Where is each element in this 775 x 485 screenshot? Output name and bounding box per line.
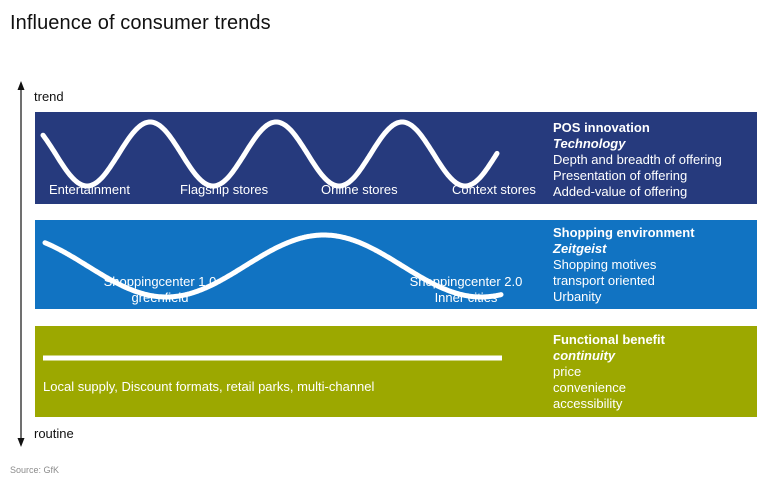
- arrow-down-icon: [17, 438, 25, 447]
- wave-low-frequency: [42, 232, 504, 300]
- label-line: Inner cities: [434, 290, 498, 305]
- side-item: Depth and breadth of offering: [553, 152, 722, 167]
- side-subheading: continuity: [553, 348, 616, 363]
- side-item: price: [553, 364, 582, 379]
- side-text-pos-innovation: POS innovation Technology Depth and brea…: [553, 120, 722, 200]
- band-shopping-environment: Shoppingcenter 1.0 greenfield Shoppingce…: [35, 220, 757, 309]
- side-text-shopping-environment: Shopping environment Zeitgeist Shopping …: [553, 225, 695, 305]
- flat-line: [43, 355, 502, 361]
- side-heading: POS innovation: [553, 120, 650, 135]
- side-item: Added-value of offering: [553, 184, 688, 199]
- side-subheading: Zeitgeist: [553, 241, 607, 256]
- wave-label-shoppingcenter-2: Shoppingcenter 2.0 Inner cities: [401, 274, 531, 306]
- side-item: convenience: [553, 380, 626, 395]
- band-pos-innovation: Entertainment Flagship stores Online sto…: [35, 112, 757, 204]
- wave-label-flagship-stores: Flagship stores: [180, 182, 269, 197]
- wave-high-frequency: [40, 119, 500, 189]
- side-text-functional-benefit: Functional benefit continuity price conv…: [553, 332, 665, 412]
- wave-label-online-stores: Online stores: [321, 182, 398, 197]
- wave-label-entertainment: Entertainment: [49, 182, 130, 197]
- side-subheading: Technology: [553, 136, 626, 151]
- side-heading: Functional benefit: [553, 332, 665, 347]
- label-line: greenfield: [131, 290, 189, 305]
- side-item: Shopping motives: [553, 257, 657, 272]
- side-item: accessibility: [553, 396, 623, 411]
- source-note: Source: GfK: [10, 465, 60, 475]
- label-line: Shoppingcenter 1.0: [103, 274, 217, 289]
- label-line: Shoppingcenter 2.0: [409, 274, 523, 289]
- side-item: transport oriented: [553, 273, 655, 288]
- trend-axis: [17, 81, 25, 447]
- side-heading: Shopping environment: [553, 225, 695, 240]
- page-title: Influence of consumer trends: [10, 12, 271, 34]
- axis-label-trend: trend: [34, 89, 64, 104]
- wave-label-context-stores: Context stores: [452, 182, 536, 197]
- arrow-up-icon: [17, 81, 25, 90]
- wave-label-shoppingcenter-1: Shoppingcenter 1.0 greenfield: [95, 274, 225, 306]
- wave-label-local-supply: Local supply, Discount formats, retail p…: [43, 379, 375, 394]
- side-item: Presentation of offering: [553, 168, 688, 183]
- band-functional-benefit: Local supply, Discount formats, retail p…: [35, 326, 757, 417]
- axis-label-routine: routine: [34, 426, 74, 441]
- side-item: Urbanity: [553, 289, 602, 304]
